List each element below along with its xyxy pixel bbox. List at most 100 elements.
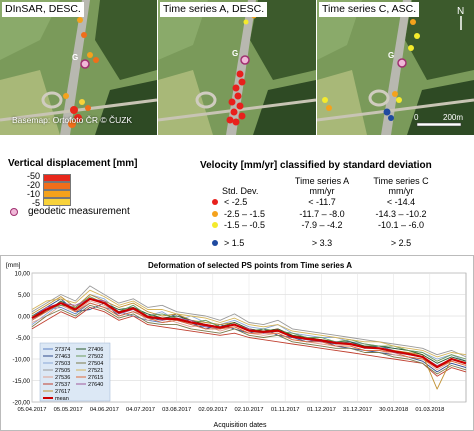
legend-label-27537: 27537: [55, 382, 70, 388]
legend-label-27504: 27504: [88, 361, 103, 367]
velocity-dot-yellow: [212, 222, 218, 228]
series-line-27640: [31, 298, 467, 366]
chart-y-axis: 10,00 5,00 0,00 -5,00 -10,00 -15,00 -20,00: [12, 271, 30, 407]
legend-label-mean: mean: [55, 396, 69, 402]
velocity-c-value: -10.1 – -6.0: [377, 220, 425, 230]
map-aerial-series-a: G: [158, 0, 316, 135]
x-tick-label: 02.09.2017: [198, 407, 227, 413]
scalebar-zero: 0: [414, 113, 419, 122]
vertical-class-label: -50: [26, 171, 40, 181]
series-line-27505: [31, 285, 467, 358]
map-aerial-dinsar: G: [0, 0, 157, 135]
x-tick-label: 04.07.2017: [126, 407, 155, 413]
series-line-27504: [31, 304, 467, 375]
geodetic-letter: G: [388, 51, 394, 60]
y-tick-label: 0,00: [18, 314, 31, 321]
series-line-mean: [31, 297, 467, 369]
geodetic-legend-icon: [10, 208, 18, 216]
swatch-minus-20: [43, 182, 71, 190]
velocity-a-value: < -11.7: [308, 197, 336, 207]
series-line-27521: [31, 289, 467, 358]
x-tick-label: 04.06.2017: [90, 407, 119, 413]
legend-label-27502: 27502: [88, 354, 103, 360]
y-tick-label: -15,00: [12, 378, 30, 385]
legend-label-27374: 27374: [55, 347, 70, 353]
y-tick-label: -20,00: [12, 400, 30, 407]
x-tick-label: 03.08.2017: [162, 407, 191, 413]
map-panel-series-c: G N 0 200m Time series C, ASC.: [317, 0, 474, 135]
legend-label-27503: 27503: [55, 361, 70, 367]
geodetic-letter: G: [72, 53, 78, 62]
velocity-dot-blue: [212, 240, 218, 246]
velocity-c-value: > 2.5: [390, 238, 412, 248]
geodetic-letter: G: [232, 49, 238, 58]
swatch-minus-5: [43, 198, 71, 206]
series-line-27537: [31, 306, 467, 377]
velocity-c-value: -14.3 – -10.2: [375, 209, 427, 219]
chart-title: Deformation of selected PS points from T…: [148, 261, 352, 270]
map-title-series-c: Time series C, ASC.: [319, 2, 420, 17]
velocity-unit-c: mm/yr: [388, 186, 414, 196]
legend-label-27617: 27617: [55, 389, 70, 395]
legend-label-27521: 27521: [88, 368, 103, 374]
velocity-std-value: > 1.5: [224, 238, 245, 248]
legend-label-27505: 27505: [55, 368, 70, 374]
scalebar: [416, 122, 462, 127]
x-tick-label: 01.11.2017: [271, 407, 300, 413]
velocity-std-value: < -2.5: [224, 197, 248, 207]
velocity-dot-red: [212, 199, 218, 205]
velocity-header-std: Std. Dev.: [222, 186, 259, 196]
vertical-class-label: -20: [26, 180, 40, 190]
x-tick-label: 01.12.2017: [307, 407, 336, 413]
velocity-std-value: -1.5 – -0.5: [224, 220, 266, 230]
x-tick-label: 05.04.2017: [17, 407, 46, 413]
chart-x-label: Acquisition dates: [214, 422, 267, 429]
basemap-credit: Basemap: Ortofoto ČR © ČUZK: [12, 115, 133, 125]
x-tick-label: 02.10.2017: [234, 407, 263, 413]
vertical-class-label: -5: [31, 198, 40, 208]
x-tick-label: 05.05.2017: [54, 407, 83, 413]
y-tick-label: 5,00: [18, 292, 31, 299]
velocity-unit-a: mm/yr: [309, 186, 335, 196]
x-tick-label: 31.12.2017: [343, 407, 372, 413]
x-tick-label: 30.01.2018: [379, 407, 408, 413]
velocity-a-value: -7.9 – -4.2: [301, 220, 343, 230]
legend-label-27463: 27463: [55, 354, 70, 360]
scalebar-end: 200m: [443, 113, 463, 122]
geodetic-point-icon: [80, 59, 90, 69]
swatch-minus-50: [43, 174, 71, 182]
legend-label-27640: 27640: [88, 382, 103, 388]
chart-y-label: [mm]: [6, 262, 21, 269]
legend-label-27615: 27615: [88, 375, 103, 381]
map-aerial-series-c: G N 0 200m: [317, 0, 474, 135]
geodetic-point-icon: [397, 58, 407, 68]
velocity-dot-orange: [212, 211, 218, 217]
deformation-chart: 10,00 5,00 0,00 -5,00 -10,00 -15,00 -20,00 05.…: [0, 255, 474, 431]
y-tick-label: -5,00: [16, 335, 31, 342]
north-arrow-icon: N: [457, 6, 464, 17]
vertical-class-label: -10: [26, 189, 40, 199]
y-tick-label: -10,00: [12, 357, 30, 364]
velocity-legend-title: Velocity [mm/yr] classified by standard …: [200, 160, 432, 171]
swatch-minus-10: [43, 190, 71, 198]
vertical-legend-title: Vertical displacement [mm]: [8, 158, 138, 169]
velocity-header-a: Time series A: [294, 176, 350, 186]
y-tick-label: 10,00: [15, 271, 31, 278]
velocity-c-value: < -14.4: [386, 197, 416, 207]
map-panel-dinsar: G DInSAR, DESC. Basemap: Ortofoto ČR © Č…: [0, 0, 157, 135]
chart-x-axis: 05.04.2017 05.05.2017 04.06.2017 04.07.2017…: [17, 407, 444, 413]
velocity-a-value: -11.7 – -8.0: [299, 209, 345, 219]
velocity-std-value: -2.5 – -1.5: [224, 209, 266, 219]
map-title-series-a: Time series A, DESC.: [160, 2, 268, 17]
map-title-dinsar: DInSAR, DESC.: [2, 2, 84, 17]
legend-label-27406: 27406: [88, 347, 103, 353]
velocity-a-value: > 3.3: [311, 238, 333, 248]
chart-series: [31, 285, 467, 390]
legend-label-27536: 27536: [55, 375, 70, 381]
velocity-header-c: Time series C: [373, 176, 429, 186]
geodetic-point-icon: [240, 55, 250, 65]
geodetic-legend-label: geodetic measurement: [28, 206, 130, 217]
x-tick-label: 01.03.2018: [415, 407, 444, 413]
map-panel-series-a: G Time series A, DESC.: [158, 0, 316, 135]
